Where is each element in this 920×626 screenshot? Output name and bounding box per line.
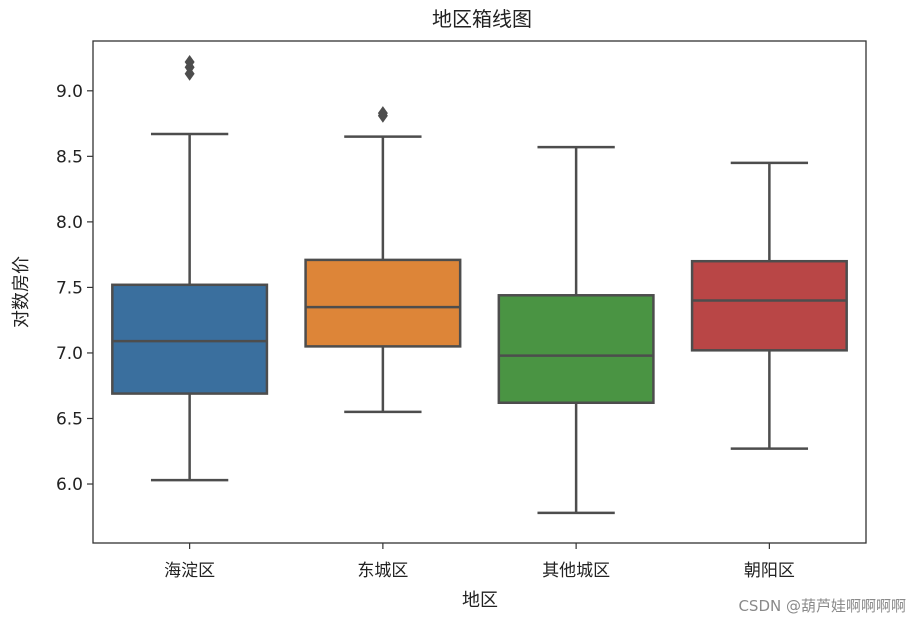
chart-title: 地区箱线图 <box>432 7 532 31</box>
box-2 <box>304 106 462 414</box>
x-tick-label: 其他城区 <box>542 561 610 581</box>
box-4 <box>690 161 848 450</box>
x-tick-label: 海淀区 <box>164 561 215 581</box>
y-tick-label: 9.0 <box>56 82 83 102</box>
plot-frame <box>92 40 867 544</box>
box-body <box>497 294 655 405</box>
y-axis: 6.0 6.5 7.0 7.5 8.0 8.5 9.0 <box>56 82 93 495</box>
box-group <box>111 54 848 515</box>
box-body <box>111 283 269 395</box>
y-tick-label: 7.5 <box>56 278 83 298</box>
y-tick-label: 6.0 <box>56 475 83 495</box>
outlier-point <box>377 106 388 121</box>
box-3 <box>497 145 655 515</box>
y-axis-label: 对数房价 <box>11 256 32 328</box>
x-axis: 海淀区 东城区 其他城区 朝阳区 <box>164 543 795 581</box>
box-1 <box>111 54 269 482</box>
x-tick-label: 朝阳区 <box>744 561 795 581</box>
x-axis-label: 地区 <box>462 590 498 611</box>
watermark: CSDN @葫芦娃啊啊啊啊 <box>738 597 906 615</box>
box-body <box>304 258 462 348</box>
y-tick-label: 7.0 <box>56 344 83 364</box>
y-tick-label: 8.0 <box>56 213 83 233</box>
outlier-point <box>184 54 195 69</box>
x-tick-label: 东城区 <box>357 561 408 581</box>
box-body <box>690 259 848 352</box>
y-tick-label: 8.5 <box>56 147 83 167</box>
y-tick-label: 6.5 <box>56 409 83 429</box>
